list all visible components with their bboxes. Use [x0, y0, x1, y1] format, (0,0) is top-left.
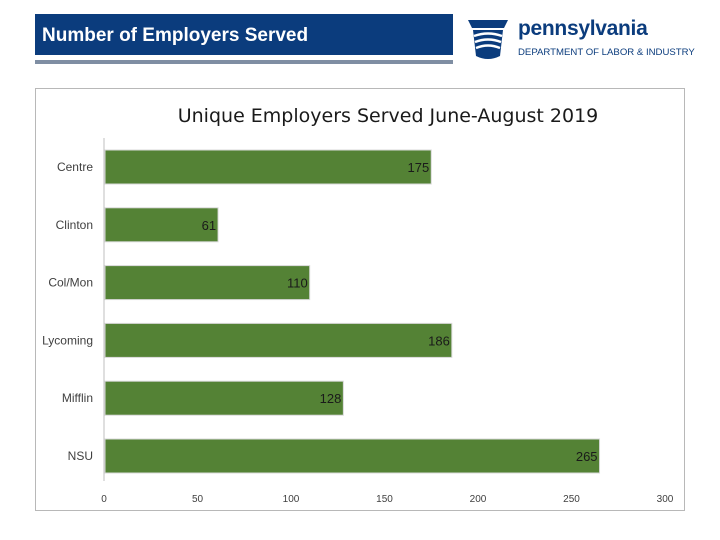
x-tick-label: 250 — [563, 494, 580, 505]
value-label: 265 — [576, 449, 598, 464]
x-tick-label: 0 — [101, 494, 107, 505]
x-tick-label: 100 — [283, 494, 300, 505]
header-bar: Number of Employers Served — [35, 14, 453, 55]
header-underline — [35, 60, 453, 64]
value-label: 110 — [287, 276, 308, 291]
keystone-icon — [468, 20, 508, 59]
bar-clinton — [104, 207, 219, 243]
category-label: Centre — [57, 160, 93, 174]
bar-centre — [104, 149, 432, 185]
x-tick-label: 150 — [376, 494, 393, 505]
bar-nsu — [104, 438, 601, 474]
bar-col-mon — [104, 265, 311, 301]
value-label: 61 — [202, 218, 216, 233]
category-label: NSU — [68, 449, 93, 463]
value-label: 186 — [428, 333, 450, 348]
pa-logo: pennsylvania DEPARTMENT OF LABOR & INDUS… — [464, 16, 695, 64]
chart-title: Unique Employers Served June-August 2019 — [177, 105, 599, 127]
value-label: 175 — [408, 160, 430, 175]
page-title: Number of Employers Served — [42, 25, 309, 46]
x-tick-label: 200 — [470, 494, 487, 505]
bar-lycoming — [104, 322, 453, 358]
category-label: Lycoming — [42, 333, 93, 347]
bar-mifflin — [104, 380, 344, 416]
category-label: Mifflin — [62, 391, 93, 405]
logo-department: DEPARTMENT OF LABOR & INDUSTRY — [518, 47, 695, 58]
category-label: Col/Mon — [48, 276, 93, 290]
category-label: Clinton — [56, 218, 93, 232]
x-tick-label: 300 — [657, 494, 674, 505]
logo-name: pennsylvania — [518, 17, 648, 40]
value-label: 128 — [320, 391, 342, 406]
x-tick-label: 50 — [192, 494, 204, 505]
